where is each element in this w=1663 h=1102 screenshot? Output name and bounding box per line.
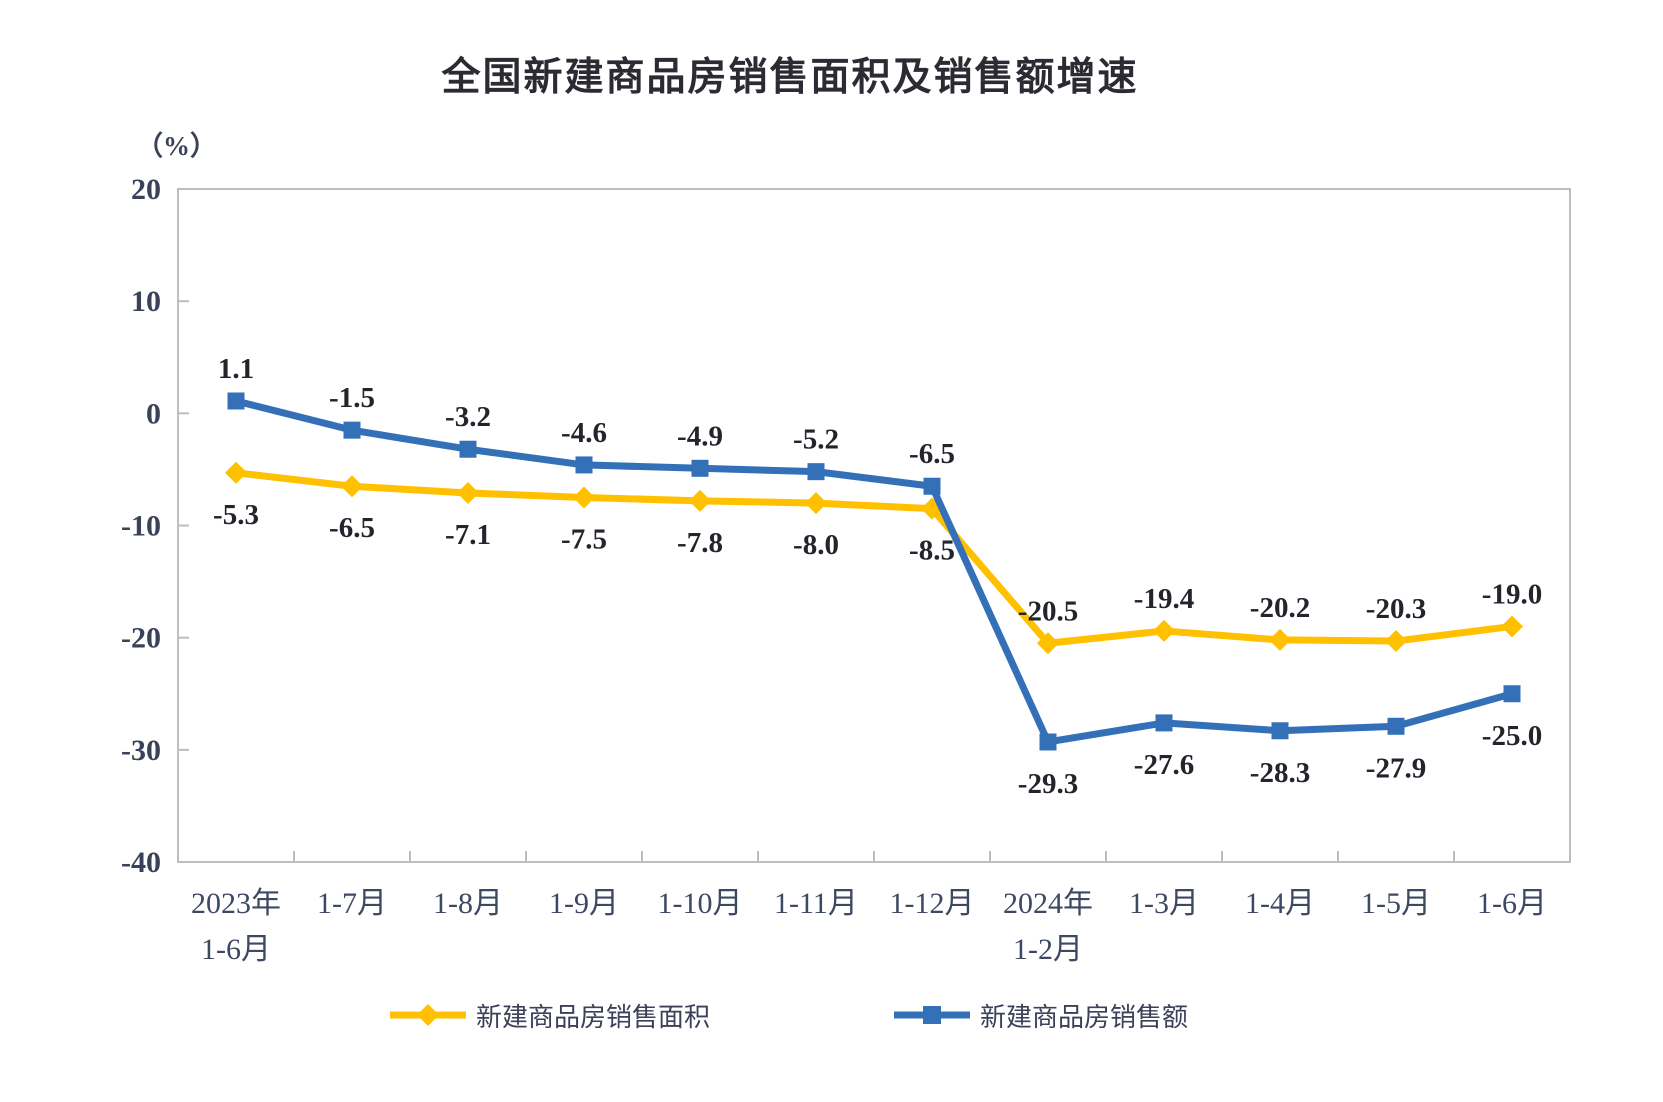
data-point-square <box>1503 685 1521 703</box>
data-point-square <box>459 440 477 458</box>
data-point-diamond <box>1153 619 1175 642</box>
data-label: -20.2 <box>1250 592 1310 624</box>
y-axis-tick-label: -10 <box>121 510 161 543</box>
data-label: -19.4 <box>1134 583 1194 615</box>
data-label: -4.6 <box>561 417 607 449</box>
data-label: -27.9 <box>1366 752 1426 784</box>
data-label: -29.3 <box>1018 768 1078 800</box>
data-point-diamond <box>1501 615 1523 638</box>
legend-line-square-icon <box>892 1003 972 1027</box>
x-axis-tick-label: 1-7月 <box>317 887 387 920</box>
x-axis-tick-label: 1-5月 <box>1361 887 1431 920</box>
data-point-diamond <box>573 486 595 509</box>
data-label: -27.6 <box>1134 749 1194 781</box>
data-label: -25.0 <box>1482 720 1542 752</box>
data-label: -28.3 <box>1250 757 1310 789</box>
chart-title: 全国新建商品房销售面积及销售额增速 <box>441 56 1139 99</box>
legend-item-sales-value: 新建商品房销售额 <box>892 994 1188 1036</box>
y-axis-tick-label: 10 <box>131 285 161 318</box>
plot-area-border <box>177 188 1571 863</box>
x-axis-tick-label: 1-10月 <box>658 887 743 920</box>
y-axis-tick-label: -30 <box>121 734 161 767</box>
data-label: -7.1 <box>445 519 491 551</box>
x-axis-tick-label: 1-2月 <box>1013 933 1083 966</box>
data-point-diamond <box>341 475 363 498</box>
y-axis-tick-label: 0 <box>146 397 161 430</box>
x-axis-tick-label: 1-9月 <box>549 887 619 920</box>
x-axis-tick-label: 1-11月 <box>774 887 858 920</box>
data-point-diamond <box>225 461 247 484</box>
x-axis-tick-label: 2024年 <box>1003 887 1093 920</box>
series-line-0 <box>232 469 1516 647</box>
y-axis-tick-label: -40 <box>121 846 161 879</box>
x-axis-tick-label: 1-4月 <box>1245 887 1315 920</box>
data-label: -6.5 <box>329 512 375 544</box>
series-line-1 <box>232 397 1516 746</box>
data-label: -8.0 <box>793 529 839 561</box>
data-point-square <box>1039 733 1057 751</box>
legend: 新建商品房销售面积 新建商品房销售额 <box>0 994 1663 1036</box>
data-label: -20.3 <box>1366 593 1426 625</box>
x-axis-tick-label: 1-12月 <box>890 887 975 920</box>
data-label: -1.5 <box>329 382 375 414</box>
data-label: -19.0 <box>1482 578 1542 610</box>
data-label: -5.2 <box>793 424 839 456</box>
x-axis-tick-label: 1-6月 <box>1477 887 1547 920</box>
data-label: -5.3 <box>213 499 259 531</box>
data-point-square <box>1155 714 1173 732</box>
data-point-square <box>1387 717 1405 735</box>
data-point-diamond <box>1037 632 1059 655</box>
data-label: -6.5 <box>909 438 955 470</box>
x-axis-tick-label: 1-6月 <box>201 933 271 966</box>
data-label: -8.5 <box>909 535 955 567</box>
data-point-square <box>807 463 825 481</box>
data-label: -4.9 <box>677 420 723 452</box>
data-label: -7.5 <box>561 523 607 555</box>
legend-item-sales-area: 新建商品房销售面积 <box>388 994 710 1036</box>
data-point-diamond <box>805 492 827 515</box>
data-point-diamond <box>1385 630 1407 653</box>
data-label: -7.8 <box>677 527 723 559</box>
data-point-square <box>1271 722 1289 740</box>
data-point-diamond <box>457 481 479 504</box>
data-point-square <box>227 392 245 410</box>
data-label: -20.5 <box>1018 595 1078 627</box>
legend-label-sales-value: 新建商品房销售额 <box>980 1002 1189 1032</box>
x-axis-tick-label: 1-8月 <box>433 887 503 920</box>
data-label: -3.2 <box>445 401 491 433</box>
data-point-square <box>575 456 593 474</box>
data-point-diamond <box>689 489 711 512</box>
data-label: 1.1 <box>218 353 254 385</box>
data-point-square <box>691 459 709 477</box>
x-axis-tick-label: 2023年 <box>191 887 281 920</box>
data-point-diamond <box>1269 628 1291 651</box>
data-point-square <box>343 421 361 439</box>
data-point-square <box>923 477 941 495</box>
y-axis-tick-label: 20 <box>131 173 161 206</box>
y-axis-tick-label: -20 <box>121 622 161 655</box>
legend-line-diamond-icon <box>388 1003 468 1027</box>
legend-label-sales-area: 新建商品房销售面积 <box>476 1002 711 1032</box>
y-axis-unit-label: （%） <box>136 131 217 161</box>
x-axis-tick-label: 1-3月 <box>1129 887 1199 920</box>
